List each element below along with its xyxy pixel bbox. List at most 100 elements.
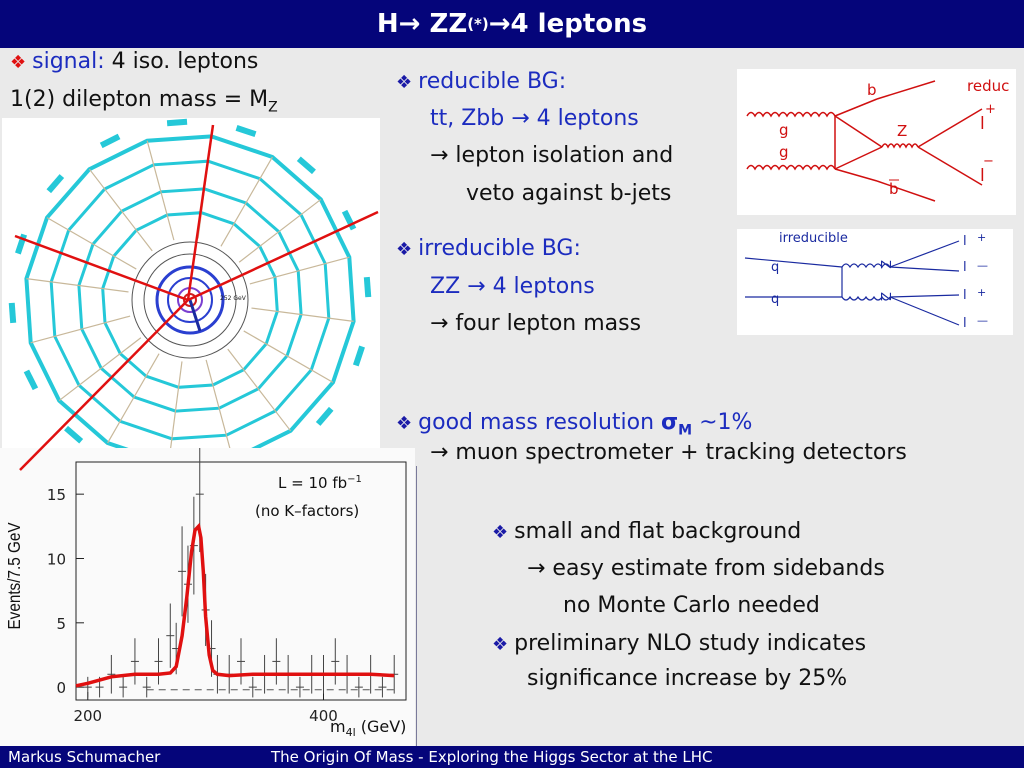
reducible-heading: ❖ reducible BG:: [396, 69, 567, 94]
title-main: H→ ZZ: [376, 9, 468, 39]
resolution-heading: ❖ good mass resolution σM ~1%: [396, 410, 753, 439]
x-tick-label: 200: [73, 707, 102, 725]
support-strut: [197, 136, 212, 239]
title-sup: (*): [467, 15, 489, 33]
bbar-label: b: [889, 180, 899, 198]
reducible-line1: tt, Zbb → 4 leptons: [430, 106, 639, 131]
fit-curve: [75, 522, 395, 688]
nlo-line2: significance increase by 25%: [527, 666, 848, 691]
feynman-irreducible-svg: irreducible q q Z Z l + l — l + l —: [744, 231, 988, 331]
support-strut: [205, 359, 234, 460]
q1-label: q: [771, 260, 779, 275]
l3-charge: +: [977, 286, 986, 299]
support-strut: [220, 156, 273, 247]
z1-label: Z: [877, 260, 892, 269]
support-strut: [251, 307, 354, 322]
diamond-bullet-icon: ❖: [396, 239, 413, 260]
l1-charge: +: [977, 231, 986, 244]
reducible-feynman-diagram: b g g Z b l + l − reduc: [737, 69, 1016, 215]
footer-author: Markus Schumacher: [8, 748, 161, 766]
slide-title: H→ ZZ (*) →4 leptons: [0, 0, 1024, 48]
outer-chamber: [64, 425, 84, 444]
y-tick-label: 5: [56, 615, 66, 633]
diamond-bullet-icon: ❖: [396, 72, 413, 93]
outer-chamber: [8, 302, 17, 324]
reduc-label: reduc: [967, 77, 1009, 95]
feynman-reducible-svg: b g g Z b l + l − reduc: [746, 77, 1009, 202]
footer-bar: Markus Schumacher The Origin Of Mass - E…: [0, 746, 1024, 768]
outer-chamber: [166, 118, 188, 127]
l4-label: l: [963, 316, 967, 331]
event-display: 252 GeV: [2, 118, 380, 482]
title-tail: →4 leptons: [488, 9, 648, 39]
z2-label: Z: [877, 292, 892, 301]
outer-chamber: [99, 133, 121, 149]
x-tick-label: 400: [309, 707, 338, 725]
b-quark-label: b: [867, 81, 877, 99]
resolution-line2: → muon spectrometer + tracking detectors: [430, 440, 907, 465]
signal-line: ❖ signal: 4 iso. leptons: [10, 49, 258, 74]
l2-label: l: [963, 260, 967, 275]
muon-chamber-ring: [24, 134, 356, 466]
gluon1-label: g: [779, 121, 789, 139]
nlo-heading: ❖ preliminary NLO study indicates: [492, 631, 867, 656]
y-axis-label: Events/7.5 GeV: [4, 522, 24, 630]
irreducible-line2: → four lepton mass: [430, 311, 642, 336]
irreducible-title: irreducible: [779, 231, 848, 246]
irreducible-feynman-diagram: irreducible q q Z Z l + l — l + l —: [737, 229, 1013, 335]
support-strut: [227, 348, 292, 432]
background-line2: → easy estimate from sidebands: [527, 556, 885, 581]
l3-label: l: [963, 288, 967, 303]
outer-chamber: [235, 125, 257, 138]
background-line3: no Monte Carlo needed: [563, 593, 820, 618]
outer-chamber: [46, 174, 65, 194]
signal-label: signal:: [32, 49, 105, 74]
outer-chamber: [341, 209, 357, 231]
irreducible-line1: ZZ → 4 leptons: [430, 274, 595, 299]
plus-label: +: [985, 102, 996, 117]
outer-chamber: [315, 406, 334, 426]
diamond-bullet-icon: ❖: [492, 634, 509, 655]
l1-label: l: [963, 234, 967, 249]
signal-text: 4 iso. leptons: [111, 49, 259, 74]
event-display-svg: 252 GeV: [8, 118, 372, 482]
support-strut: [107, 353, 160, 444]
outer-chamber: [363, 276, 372, 298]
outer-chamber: [15, 233, 28, 255]
y-tick-label: 0: [56, 679, 66, 697]
outer-chamber: [23, 369, 39, 391]
gluon2-label: g: [779, 143, 789, 161]
lplus-label: l: [980, 114, 985, 134]
lminus-label: l: [980, 166, 985, 186]
luminosity-annotation: L = 10 fb−1: [278, 474, 362, 492]
support-strut: [146, 140, 175, 241]
x-axis-label: m4l (GeV): [330, 717, 406, 739]
plot-frame: [75, 461, 407, 701]
z-label: Z: [897, 122, 907, 140]
reducible-line2: → lepton isolation and: [430, 143, 674, 168]
electron-track: [188, 299, 202, 332]
reducible-line3: veto against b-jets: [466, 181, 672, 206]
minus-label: −: [983, 154, 994, 169]
energy-label: 252 GeV: [220, 295, 247, 302]
l2-charge: —: [977, 259, 988, 272]
q2-label: q: [771, 292, 779, 307]
muon-chamber-ring: [49, 159, 331, 441]
support-strut: [46, 217, 137, 270]
support-strut: [243, 330, 334, 383]
outer-chamber: [296, 156, 316, 175]
mass-histogram: 0 5 10 15 200 400 Events/7.5 GeV m4l (GeV) L = 1…: [0, 436, 415, 746]
kfactor-annotation: (no K–factors): [255, 502, 359, 520]
support-strut: [168, 361, 183, 464]
chart-svg: 0 5 10 15 200 400 Events/7.5 GeV m4l (GeV) L = 1…: [4, 436, 407, 739]
background-heading: ❖ small and flat background: [492, 519, 802, 544]
y-tick-label: 10: [47, 550, 66, 568]
irreducible-heading: ❖ irreducible BG:: [396, 236, 581, 261]
footer-talk-title: The Origin Of Mass - Exploring the Higgs…: [271, 748, 713, 766]
dilepton-mass-line: 1(2) dilepton mass = MZ: [10, 87, 278, 116]
y-tick-label: 15: [47, 486, 66, 504]
outer-chamber: [352, 345, 365, 367]
support-strut: [26, 278, 129, 293]
diamond-bullet-icon: ❖: [396, 413, 413, 434]
diamond-bullet-icon: ❖: [492, 522, 509, 543]
